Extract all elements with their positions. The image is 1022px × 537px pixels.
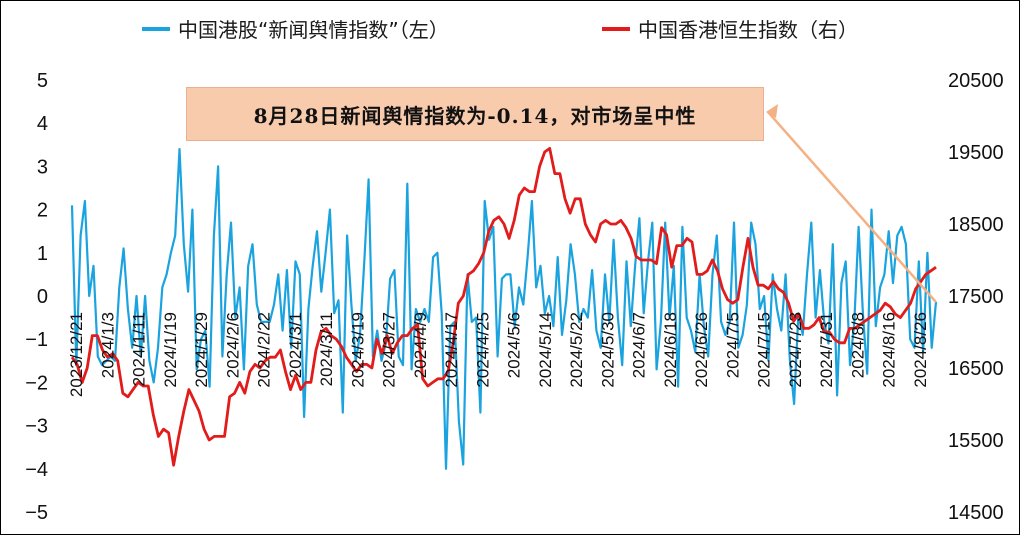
legend-swatch-sentiment xyxy=(142,26,170,31)
x-axis: 2023/12/21 2024/1/3 2024/1/11 2024/1/19 2024… xyxy=(67,312,930,397)
x-tick-label: 2024/2/22 xyxy=(255,312,274,388)
x-tick-label: 2024/7/5 xyxy=(723,312,742,378)
left-tick-label: −2 xyxy=(25,372,48,394)
x-tick-label: 2024/3/11 xyxy=(317,312,336,386)
x-tick-label: 2024/8/16 xyxy=(880,312,899,388)
left-tick-label: 2 xyxy=(37,200,48,222)
right-tick-label: 16500 xyxy=(948,358,1004,380)
legend-item-sentiment: 中国港股“新闻舆情指数”（左） xyxy=(142,14,449,43)
x-tick-label: 2024/1/11 xyxy=(130,312,149,386)
series-line-sentiment xyxy=(70,148,938,470)
series-line-hsi xyxy=(70,147,937,467)
right-tick-label: 15500 xyxy=(948,430,1004,452)
x-tick-label: 2024/4/25 xyxy=(473,312,492,388)
x-tick-label: 2024/3/1 xyxy=(286,312,305,378)
x-tick-label: 2024/3/27 xyxy=(380,312,399,388)
x-tick-label: 2024/5/6 xyxy=(505,312,524,378)
legend: 中国港股“新闻舆情指数”（左） 中国香港恒生指数（右） xyxy=(0,14,1022,44)
left-axis: 5 4 3 2 1 0 −1 −2 −3 −4 −5 xyxy=(25,70,48,524)
x-tick-label: 2024/1/29 xyxy=(192,312,211,388)
x-tick-label: 2024/6/7 xyxy=(630,312,649,378)
left-tick-label: 1 xyxy=(37,243,48,265)
right-tick-label: 18500 xyxy=(948,214,1004,236)
annotation-box: 8月28日新闻舆情指数为-0.14，对市场呈中性 xyxy=(186,87,764,141)
legend-label-sentiment: 中国港股“新闻舆情指数”（左） xyxy=(178,18,449,42)
left-tick-label: −5 xyxy=(25,502,48,524)
right-tick-label: 19500 xyxy=(948,142,1004,164)
x-tick-label: 2024/8/26 xyxy=(911,312,930,388)
left-tick-label: −3 xyxy=(25,416,48,438)
left-tick-label: 4 xyxy=(37,113,48,135)
x-tick-label: 2024/6/18 xyxy=(661,312,680,388)
x-tick-label: 2024/7/23 xyxy=(786,312,805,388)
x-tick-label: 2024/4/17 xyxy=(442,312,461,388)
x-tick-label: 2024/1/19 xyxy=(161,312,180,388)
x-tick-label: 2024/7/31 xyxy=(817,312,836,388)
left-tick-label: 3 xyxy=(37,156,48,178)
legend-swatch-hsi xyxy=(602,26,630,31)
x-tick-label: 2024/7/15 xyxy=(755,312,774,388)
x-tick-label: 2024/6/26 xyxy=(692,312,711,388)
x-tick-label: 2024/5/22 xyxy=(567,312,586,388)
x-tick-label: 2024/5/30 xyxy=(598,312,617,388)
left-tick-label: 5 xyxy=(37,70,48,92)
right-tick-label: 20500 xyxy=(948,70,1004,92)
x-tick-label: 2024/4/9 xyxy=(411,312,430,378)
x-tick-label: 2024/3/19 xyxy=(348,312,367,388)
series-layer xyxy=(70,147,938,470)
x-tick-label: 2023/12/21 xyxy=(67,312,86,397)
left-tick-label: −1 xyxy=(25,329,48,351)
right-tick-label: 17500 xyxy=(948,286,1004,308)
legend-label-hsi: 中国香港恒生指数（右） xyxy=(638,18,858,42)
x-tick-label: 2024/2/6 xyxy=(223,312,242,378)
legend-item-hsi: 中国香港恒生指数（右） xyxy=(602,14,858,43)
annotation-arrow-head xyxy=(766,104,778,118)
right-axis: 20500 19500 18500 17500 16500 15500 14500 xyxy=(948,70,1004,524)
x-tick-label: 2024/1/3 xyxy=(98,312,117,378)
right-tick-label: 14500 xyxy=(948,502,1004,524)
x-tick-label: 2024/8/8 xyxy=(849,312,868,378)
annotation-arrow-line xyxy=(767,111,937,303)
x-tick-label: 2024/5/14 xyxy=(536,312,555,388)
annotation-arrow xyxy=(766,104,937,303)
left-tick-label: −4 xyxy=(25,459,48,481)
left-tick-label: 0 xyxy=(37,286,48,308)
